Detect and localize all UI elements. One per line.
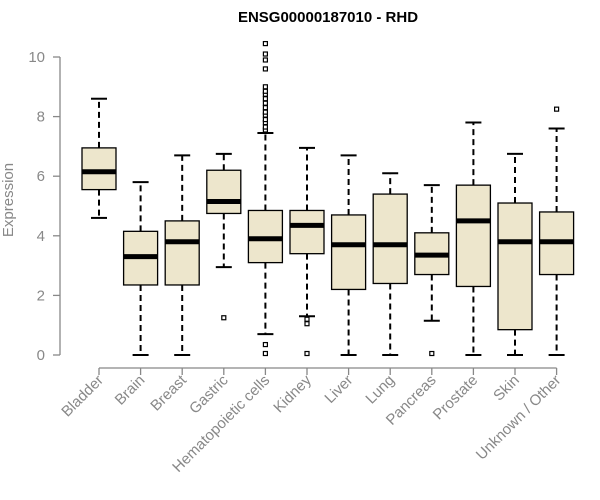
x-category-label: Liver — [321, 372, 356, 407]
box-group-breast — [164, 154, 200, 356]
box-group-hematopoietic-cells — [247, 40, 284, 357]
box-iqr — [289, 209, 325, 255]
box-iqr — [206, 169, 242, 215]
outlier-point — [262, 84, 268, 90]
outlier-point — [262, 88, 268, 94]
outlier-point — [262, 66, 268, 72]
x-category-label: Brain — [112, 372, 149, 409]
box-group-prostate — [455, 121, 492, 356]
outlier-point — [553, 106, 560, 112]
y-tick-label: 0 — [37, 347, 45, 364]
x-category-label: Breast — [147, 371, 190, 414]
outlier-point — [429, 350, 435, 357]
y-tick-label: 4 — [37, 228, 45, 245]
box-iqr — [455, 184, 492, 288]
box-iqr — [81, 147, 117, 191]
plot-area — [81, 40, 575, 357]
box-group-gastric — [206, 152, 242, 321]
outlier-point — [262, 341, 268, 348]
outlier-point — [262, 116, 268, 123]
y-tick-label: 2 — [37, 287, 45, 304]
outlier-point — [262, 51, 268, 57]
box-group-kidney — [289, 146, 325, 357]
box-group-brain — [122, 181, 159, 356]
box-group-bladder — [81, 97, 117, 219]
outlier-point — [304, 350, 310, 357]
outlier-point — [262, 40, 268, 47]
box-group-unknown-other — [538, 106, 575, 356]
chart-title: ENSG00000187010 - RHD — [238, 9, 418, 26]
x-category-label: Prostate — [430, 372, 482, 424]
box-iqr — [497, 202, 533, 331]
y-tick-label: 6 — [37, 168, 45, 185]
outlier-point — [262, 109, 268, 115]
box-group-liver — [330, 154, 367, 356]
y-tick-label: 10 — [28, 49, 45, 66]
outlier-point — [262, 57, 268, 63]
outlier-point — [304, 316, 310, 322]
outlier-point — [262, 124, 268, 130]
x-category-label: Kidney — [270, 371, 315, 416]
outlier-point — [262, 96, 268, 102]
outlier-point — [262, 105, 268, 111]
outlier-point — [262, 350, 268, 357]
outlier-point — [262, 100, 268, 106]
box-iqr — [330, 214, 367, 291]
y-axis-title: Expression — [0, 163, 17, 237]
box-group-lung — [372, 172, 408, 356]
x-category-label: Lung — [362, 372, 398, 408]
y-tick-label: 8 — [37, 109, 45, 126]
x-category-label: Bladder — [58, 372, 107, 421]
box-iqr — [372, 193, 408, 285]
box-group-skin — [497, 152, 533, 356]
outlier-point — [304, 321, 310, 327]
box-group-pancreas — [414, 184, 450, 357]
outlier-point — [221, 315, 227, 321]
x-category-label: Skin — [490, 372, 523, 405]
box-iqr — [164, 220, 200, 286]
